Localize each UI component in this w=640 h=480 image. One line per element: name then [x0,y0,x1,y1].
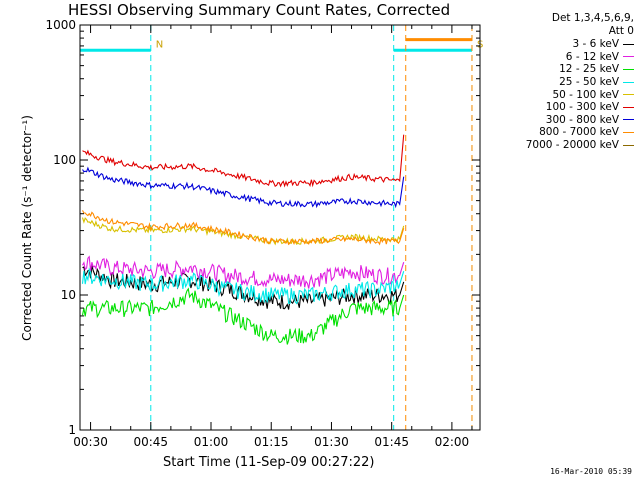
legend-item: 3 - 6 keV [484,38,634,51]
x-tick-label: 01:00 [194,435,229,449]
series-layer [81,134,405,345]
y-tick-label: 100 [53,153,76,167]
series-line [81,287,405,345]
legend-swatch [623,144,634,146]
legend-swatch [623,94,634,96]
series-line [82,255,405,289]
chart-title: HESSI Observing Summary Count Rates, Cor… [68,1,451,19]
x-tick-label: 02:00 [435,435,470,449]
legend-swatch [623,106,634,108]
y-tick-label: 1 [68,423,76,437]
legend-swatch [623,131,634,133]
legend-detectors: Det 1,3,4,5,6,9, [551,12,634,24]
y-tick-label: 10 [61,288,76,302]
x-axis-label: Start Time (11-Sep-09 00:27:22) [163,455,375,470]
legend-label: 12 - 25 keV [559,63,619,76]
y-axis-label: Corrected Count Rate (s⁻¹ detector⁻¹) [20,115,34,341]
legend-swatch [623,81,634,83]
x-tick-label: 01:30 [314,435,349,449]
legend-item: 7000 - 20000 keV [484,139,634,152]
legend-label: 7000 - 20000 keV [525,139,619,152]
x-tick-label: 00:45 [133,435,168,449]
series-line [82,134,405,188]
axis-ticks: 00:30 00:45 01:00 01:15 01:30 01:45 02:00 1 10 10… [45,18,480,449]
x-tick-label: 01:45 [374,435,409,449]
series-line [82,166,405,209]
legend-swatch [623,43,634,45]
legend-item: 800 - 7000 keV [484,126,634,139]
legend-label: 50 - 100 keV [552,88,619,101]
y-tick-label: 1000 [45,18,76,32]
legend-swatch [623,119,634,121]
x-tick-label: 01:15 [254,435,289,449]
legend-label: 800 - 7000 keV [539,126,619,139]
legend-label: 3 - 6 keV [572,38,619,51]
legend-swatch [623,56,634,58]
generation-timestamp: 16-Mar-2010 05:39 [550,467,632,476]
legend-label: 6 - 12 keV [565,50,619,63]
legend-attenuator: Att 0 [608,25,634,37]
legend-label: 25 - 50 keV [559,76,619,89]
series-line [81,267,405,305]
legend: Det 1,3,4,5,6,9, Att 0 3 - 6 keV 6 - 12 k… [484,12,634,151]
x-tick-label: 00:30 [73,435,108,449]
legend-item: 12 - 25 keV [484,63,634,76]
legend-item: 300 - 800 keV [484,114,634,127]
legend-label: 100 - 300 keV [545,101,619,114]
legend-swatch [623,68,634,70]
legend-item: 50 - 100 keV [484,88,634,101]
flag-label: N [156,39,163,50]
legend-label: 300 - 800 keV [545,113,619,126]
legend-item: 6 - 12 keV [484,51,634,64]
plot-frame [79,24,481,431]
legend-item: 25 - 50 keV [484,76,634,89]
legend-item: 100 - 300 keV [484,101,634,114]
series-line [81,217,405,246]
series-line [82,210,405,246]
